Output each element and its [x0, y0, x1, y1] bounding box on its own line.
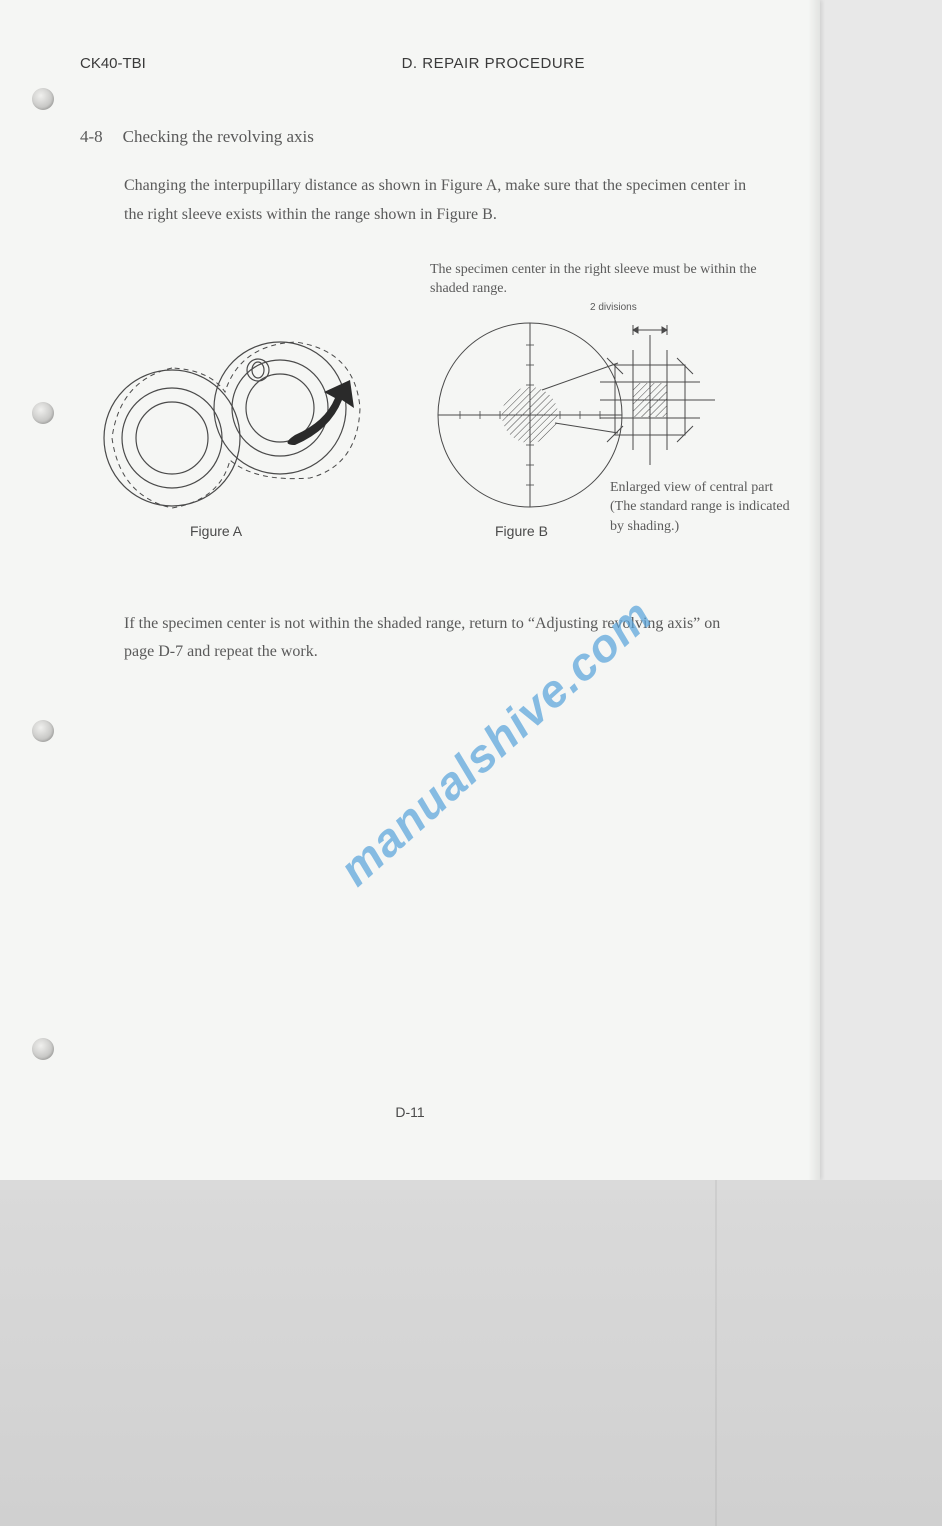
subsection-number: 4-8 [80, 127, 103, 147]
figure-a-diagram [100, 310, 370, 525]
figures-container: The specimen center in the right sleeve … [50, 260, 770, 580]
punch-hole [32, 1038, 54, 1060]
subsection-title: Checking the revolving axis [123, 127, 314, 147]
paragraph-1: Changing the interpupillary distance as … [50, 172, 770, 230]
figure-a-label: Figure A [190, 523, 242, 539]
figure-b-top-caption: The specimen center in the right sleeve … [430, 260, 760, 299]
scanner-bed [0, 1180, 942, 1526]
paragraph-2: If the specimen center is not within the… [50, 610, 770, 668]
section-title: D. REPAIR PROCEDURE [402, 55, 585, 72]
enlarge-caption: Enlarged view of central part (The stand… [610, 478, 790, 537]
bed-seam [715, 1180, 717, 1526]
page-shadow [808, 0, 820, 1180]
document-code: CK40-TBI [80, 55, 146, 72]
figure-b-label: Figure B [495, 523, 548, 539]
page-content: CK40-TBI D. REPAIR PROCEDURE 4-8 Checkin… [0, 0, 820, 667]
subsection-heading: 4-8 Checking the revolving axis [50, 127, 770, 147]
page-number: D-11 [395, 1104, 424, 1120]
punch-hole [32, 720, 54, 742]
page-header: CK40-TBI D. REPAIR PROCEDURE [50, 55, 770, 72]
scanned-page: CK40-TBI D. REPAIR PROCEDURE 4-8 Checkin… [0, 0, 820, 1180]
